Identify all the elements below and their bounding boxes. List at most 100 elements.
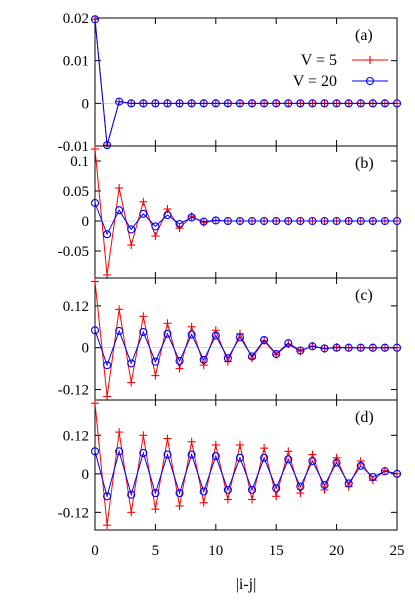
data-point [344, 216, 353, 226]
data-point [127, 508, 136, 517]
data-point [175, 99, 184, 108]
data-point [332, 343, 341, 352]
y-tick-label-0p05: 0.05 [63, 184, 89, 200]
panel-d: -0.12 0 0.12 (d) [58, 399, 402, 531]
data-point [103, 361, 112, 370]
data-point [103, 141, 112, 150]
data-point [392, 469, 402, 478]
data-point [380, 343, 389, 352]
data-point [247, 99, 257, 108]
data-point [199, 487, 208, 496]
data-point [223, 485, 232, 494]
legend-label: V = 5 [301, 52, 337, 69]
data-point [90, 15, 100, 24]
y-tick-label-0p01: 0.01 [63, 54, 89, 70]
data-point [151, 505, 160, 514]
data-point [260, 444, 269, 453]
y-tick-label-0p02: 0.02 [63, 11, 89, 27]
data-point [380, 99, 389, 108]
panel-a: -0.01 0 0.01 0.02 (a) [58, 11, 402, 155]
y-tick-label-m0p12: -0.12 [58, 383, 89, 399]
data-point [308, 216, 317, 226]
data-point [163, 450, 172, 459]
panel-label: (b) [355, 155, 374, 172]
data-point [272, 216, 281, 226]
data-point [356, 216, 365, 226]
series-line [94, 329, 397, 367]
data-point [199, 361, 208, 370]
data-point [139, 197, 148, 206]
data-point [91, 399, 99, 408]
data-point [284, 216, 293, 226]
data-point [90, 198, 100, 208]
data-point [235, 216, 245, 226]
legend-label: V = 20 [293, 73, 337, 90]
data-point [332, 458, 341, 467]
data-point [308, 456, 317, 466]
y-tick-label-0: 0 [82, 96, 90, 112]
data-point [380, 216, 389, 226]
data-point [199, 355, 208, 364]
data-point [392, 216, 402, 226]
data-point [163, 210, 172, 220]
series-v20 [90, 198, 402, 239]
panel-label: (a) [355, 27, 373, 44]
data-point [247, 352, 257, 361]
y-tick-label-0p12: 0.12 [63, 299, 89, 315]
data-point [187, 322, 196, 331]
data-point [223, 99, 232, 108]
data-point [296, 216, 305, 226]
data-point [235, 453, 245, 462]
panel-c: -0.12 0 0.12 (c) [58, 277, 402, 401]
data-point [344, 343, 353, 352]
x-tick-label-10: 10 [208, 543, 223, 559]
data-point [248, 495, 257, 504]
data-point [90, 447, 100, 456]
data-point [139, 209, 148, 218]
series-v20 [90, 326, 402, 370]
data-point [368, 216, 377, 226]
data-point [284, 99, 293, 108]
data-point [247, 216, 257, 226]
data-point [356, 461, 365, 470]
data-point [151, 99, 160, 108]
data-point [211, 440, 220, 449]
x-tick-label-25: 25 [390, 543, 405, 559]
data-point [211, 331, 220, 340]
data-point [320, 216, 329, 226]
data-point [139, 99, 148, 108]
series-line [94, 403, 398, 526]
data-point [115, 184, 124, 192]
data-point [332, 216, 341, 226]
data-point [235, 333, 245, 342]
series-line [94, 19, 397, 146]
panel-label: (c) [355, 287, 373, 304]
data-point [332, 453, 341, 462]
data-point [175, 501, 184, 510]
legend-marker [365, 76, 375, 86]
data-point [175, 489, 184, 498]
data-point [163, 99, 172, 108]
data-point [260, 335, 269, 345]
data-point [368, 99, 377, 108]
y-tick-label-0p12: 0.12 [63, 428, 89, 444]
data-point [211, 216, 220, 225]
data-point [284, 339, 293, 348]
data-point [91, 145, 99, 153]
data-point [151, 222, 160, 231]
panel-label: (d) [355, 409, 374, 426]
data-point [368, 472, 377, 482]
data-point [235, 440, 244, 449]
data-point [296, 99, 305, 108]
legend-marker [366, 56, 374, 64]
data-point [139, 312, 148, 321]
data-point [320, 481, 329, 490]
data-point [163, 319, 172, 328]
data-point [127, 99, 136, 108]
data-point [127, 490, 136, 499]
data-point [344, 479, 353, 488]
data-point [308, 99, 317, 108]
series-line [94, 19, 397, 146]
data-point [115, 447, 124, 456]
x-tick-label-5: 5 [152, 543, 160, 559]
